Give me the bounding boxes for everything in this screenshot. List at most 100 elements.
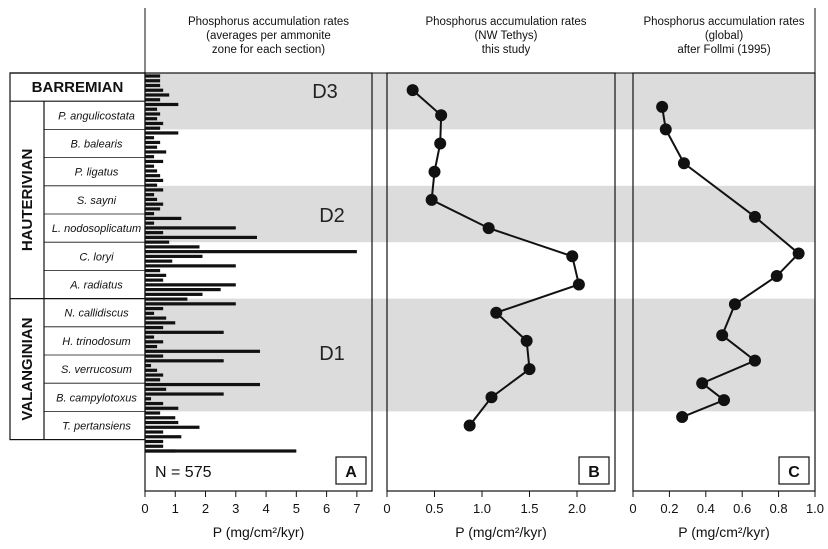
panel-c-letter: C bbox=[788, 464, 800, 481]
panel-b-tick-label: 1.0 bbox=[473, 501, 491, 516]
interval-label-d2: D2 bbox=[319, 205, 345, 227]
data-point bbox=[792, 247, 805, 260]
panel-a-tick-label: 4 bbox=[262, 501, 269, 516]
data-point bbox=[572, 278, 585, 291]
data-point bbox=[659, 123, 672, 136]
data-point bbox=[770, 270, 783, 283]
zone-label: P. ligatus bbox=[75, 167, 119, 179]
bar bbox=[145, 297, 188, 301]
bar bbox=[145, 136, 155, 140]
bar bbox=[145, 212, 155, 216]
bar bbox=[145, 150, 167, 154]
zone-label: P. angulicostata bbox=[58, 110, 135, 122]
data-point bbox=[463, 419, 476, 432]
bar bbox=[145, 207, 161, 211]
bar bbox=[145, 169, 158, 173]
panel-c-tick-label: 0.4 bbox=[697, 501, 715, 516]
interval-band-d2 bbox=[145, 185, 815, 243]
bar bbox=[145, 306, 164, 311]
data-point bbox=[677, 157, 690, 170]
data-point bbox=[566, 250, 579, 263]
bar bbox=[145, 444, 164, 448]
panel-a-tick-label: 5 bbox=[293, 501, 300, 516]
bar bbox=[145, 102, 179, 107]
data-point bbox=[520, 334, 533, 347]
bar bbox=[145, 278, 164, 282]
zone-label: S. sayni bbox=[77, 195, 117, 207]
bar bbox=[145, 93, 170, 97]
sample-count-label: N = 575 bbox=[155, 464, 212, 481]
bar bbox=[145, 197, 158, 202]
bar bbox=[145, 193, 155, 197]
bar bbox=[145, 382, 261, 387]
data-point bbox=[485, 391, 498, 404]
bar bbox=[145, 112, 161, 116]
bar bbox=[145, 226, 236, 230]
bar bbox=[145, 259, 173, 263]
bar bbox=[145, 368, 158, 372]
bar bbox=[145, 74, 161, 78]
panel-c-tick-label: 0 bbox=[629, 501, 636, 516]
bar bbox=[145, 174, 161, 178]
panel-title-a-line: (averages per ammonite bbox=[206, 30, 331, 42]
data-point bbox=[718, 394, 730, 407]
bar bbox=[145, 316, 167, 320]
zone-label: N. callidiscus bbox=[64, 308, 129, 320]
panel-c-frame bbox=[632, 72, 816, 492]
bar bbox=[145, 425, 200, 429]
bar bbox=[145, 178, 164, 183]
stratigraphy-columns: BARREMIAN HAUTERIVIAN VALANGINIAN P. anguli… bbox=[9, 72, 146, 441]
panel-b-letter-box bbox=[578, 456, 610, 485]
data-point bbox=[490, 306, 503, 319]
bar bbox=[145, 288, 221, 292]
panel-a: 0 1 2 3 4 5 6 7 P (mg/cm²/kyr) A N = 575 bbox=[141, 72, 373, 540]
panel-titles: Phosphorus accumulation rates (averages p… bbox=[144, 8, 816, 74]
bar bbox=[145, 397, 152, 401]
bar bbox=[145, 359, 224, 363]
bar bbox=[145, 373, 164, 377]
bar bbox=[145, 164, 155, 168]
data-point bbox=[425, 193, 438, 206]
data-point bbox=[434, 137, 447, 150]
interval-label-d1: D1 bbox=[319, 343, 345, 365]
bar bbox=[145, 235, 257, 239]
panel-title-c-line: (global) bbox=[705, 30, 744, 42]
bar bbox=[145, 378, 161, 382]
zone-label: B. campylotoxus bbox=[56, 392, 137, 404]
panel-b-tick-label: 0.5 bbox=[425, 501, 443, 516]
bar bbox=[145, 121, 164, 126]
panel-b-frame bbox=[386, 72, 616, 492]
bar bbox=[145, 159, 164, 164]
stage-label: HAUTERIVIAN bbox=[19, 149, 36, 252]
bar bbox=[145, 202, 164, 206]
bar bbox=[145, 98, 161, 102]
panel-a-tick-label: 6 bbox=[323, 501, 330, 516]
interval-band-d3 bbox=[145, 73, 815, 130]
interval-band-d1 bbox=[145, 298, 815, 412]
panel-a-tick-label: 0 bbox=[141, 501, 148, 516]
panel-a-tick-label: 2 bbox=[202, 501, 209, 516]
zone-label: B. balearis bbox=[71, 139, 123, 151]
panel-c: 0 0.2 0.4 0.6 0.8 1.0 P (mg/cm²/kyr) C bbox=[629, 72, 824, 540]
bar bbox=[145, 264, 236, 268]
panel-c-tick-label: 0.2 bbox=[660, 501, 678, 516]
panel-a-letter: A bbox=[345, 464, 357, 481]
data-point bbox=[428, 165, 441, 178]
bar bbox=[145, 435, 182, 439]
bar bbox=[145, 216, 182, 221]
bar bbox=[145, 363, 152, 368]
bar bbox=[145, 273, 167, 277]
bar bbox=[145, 449, 297, 453]
panel-b-tick-label: 1.5 bbox=[520, 501, 538, 516]
bar bbox=[145, 387, 167, 391]
panel-a-tick-label: 3 bbox=[232, 501, 239, 516]
zone-label: S. verrucosum bbox=[61, 364, 132, 376]
panel-title-b-line: (NW Tethys) bbox=[474, 30, 537, 42]
bar bbox=[145, 330, 224, 334]
zone-label: T. pertansiens bbox=[62, 421, 131, 433]
bar bbox=[145, 302, 236, 306]
bar bbox=[145, 335, 155, 339]
data-point bbox=[523, 363, 536, 376]
bar bbox=[145, 340, 164, 344]
data-point bbox=[748, 210, 761, 223]
